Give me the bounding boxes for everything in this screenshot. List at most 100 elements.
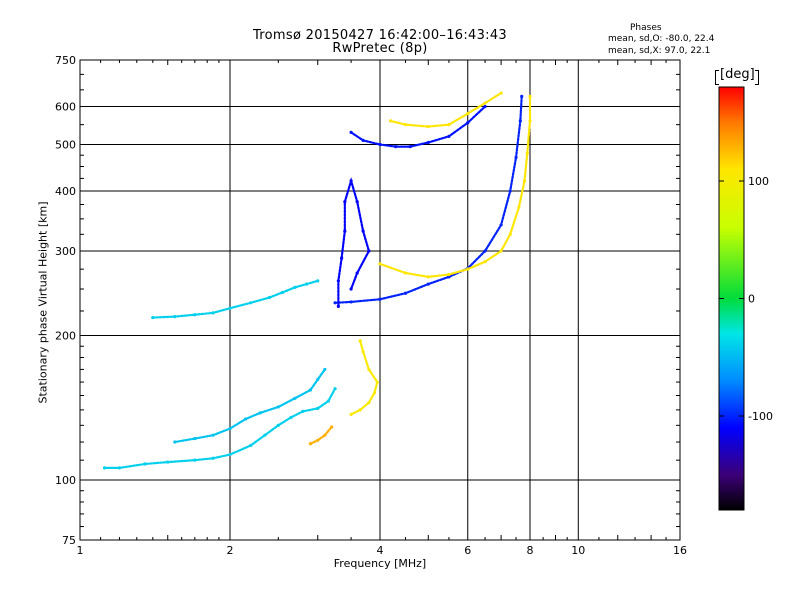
- data-point: [228, 426, 232, 431]
- data-point: [388, 119, 393, 123]
- data-point: [326, 399, 330, 403]
- trace-6: [337, 176, 371, 308]
- x-tick-label: 16: [673, 544, 687, 557]
- data-point: [258, 411, 262, 415]
- data-point: [447, 123, 451, 127]
- data-point: [499, 223, 503, 227]
- data-point: [466, 267, 470, 271]
- data-point: [308, 388, 313, 392]
- colorbar-tick-label: 0: [748, 293, 755, 306]
- data-point: [447, 272, 451, 277]
- axis-layer: 1 2 4 6 8 10 16 75 100 200 300 400 500 600 750: [55, 54, 687, 557]
- y-tick-label: 200: [55, 330, 76, 343]
- data-point: [193, 458, 197, 462]
- data-point: [525, 151, 529, 155]
- data-point: [228, 306, 232, 310]
- data-point: [367, 367, 371, 372]
- data-point: [403, 291, 408, 295]
- data-point: [483, 260, 487, 264]
- data-point: [343, 200, 347, 204]
- data-point: [316, 406, 320, 411]
- data-point: [244, 417, 248, 421]
- trace-3: [309, 425, 333, 445]
- data-point: [361, 138, 365, 142]
- y-axis-label: Stationary phase Virtual Height [km]: [36, 201, 50, 404]
- data-point: [408, 145, 412, 149]
- y-tick-label: 750: [55, 54, 76, 67]
- data-point: [249, 443, 253, 448]
- data-point: [333, 301, 337, 305]
- data-point: [403, 271, 408, 275]
- grid-layer: [80, 60, 680, 540]
- data-point: [499, 91, 503, 95]
- data-layer: [102, 91, 532, 470]
- data-point: [528, 94, 532, 98]
- data-point: [349, 287, 353, 291]
- data-point: [276, 405, 280, 409]
- data-point: [372, 391, 377, 395]
- data-point: [330, 425, 334, 429]
- data-point: [349, 179, 353, 183]
- data-point: [517, 205, 521, 209]
- data-point: [293, 285, 297, 289]
- trace-8: [389, 91, 503, 128]
- data-point: [117, 466, 122, 470]
- trace-0: [103, 387, 337, 469]
- colorbar-tick-label: 100: [748, 175, 769, 188]
- data-point: [211, 311, 215, 315]
- data-point: [143, 462, 147, 466]
- data-point: [293, 396, 297, 400]
- data-point: [466, 111, 470, 116]
- stats-header: Phases: [630, 23, 662, 33]
- stats-x-line: mean, sd,X: 97.0, 22.1: [608, 46, 711, 56]
- data-point: [263, 433, 267, 437]
- data-point: [102, 466, 107, 470]
- y-tick-label: 75: [62, 534, 76, 547]
- data-point: [211, 456, 215, 460]
- y-tick-label: 500: [55, 139, 76, 152]
- data-point: [426, 275, 430, 279]
- data-point: [367, 249, 371, 253]
- chart-title: Tromsø 20150427 16:42:00–16:43:43: [252, 28, 508, 43]
- data-point: [343, 229, 347, 233]
- data-point: [520, 94, 524, 98]
- data-point: [193, 313, 197, 317]
- data-point: [349, 412, 353, 417]
- data-point: [340, 256, 344, 260]
- x-tick-label: 2: [227, 544, 234, 557]
- data-point: [355, 200, 359, 204]
- data-point: [305, 282, 309, 286]
- x-tick-label: 4: [377, 544, 384, 557]
- data-point: [483, 104, 487, 109]
- y-tick-label: 100: [55, 474, 76, 487]
- data-point: [267, 295, 272, 300]
- data-point: [499, 249, 503, 253]
- data-point: [349, 300, 353, 304]
- data-point: [518, 119, 522, 123]
- data-point: [349, 130, 353, 134]
- x-tick-label: 8: [527, 544, 534, 557]
- data-point: [483, 101, 487, 105]
- trace-9: [350, 339, 379, 416]
- data-point: [336, 304, 340, 309]
- x-tick-label: 1: [77, 544, 84, 557]
- data-point: [375, 380, 379, 384]
- data-point: [508, 189, 512, 193]
- data-point: [228, 452, 232, 457]
- data-point: [355, 271, 359, 275]
- plot-frame: [79, 59, 681, 541]
- data-point: [316, 377, 320, 382]
- data-point: [280, 290, 285, 294]
- data-point: [211, 433, 215, 437]
- data-point: [403, 123, 408, 127]
- data-point: [426, 140, 430, 145]
- data-point: [166, 460, 170, 464]
- data-point: [301, 409, 305, 413]
- data-point: [426, 282, 430, 286]
- data-point: [394, 145, 398, 149]
- data-point: [151, 315, 155, 320]
- data-point: [483, 249, 487, 253]
- colorbar-unit-label: [deg]: [715, 67, 759, 85]
- data-point: [276, 423, 280, 427]
- data-point: [249, 301, 253, 305]
